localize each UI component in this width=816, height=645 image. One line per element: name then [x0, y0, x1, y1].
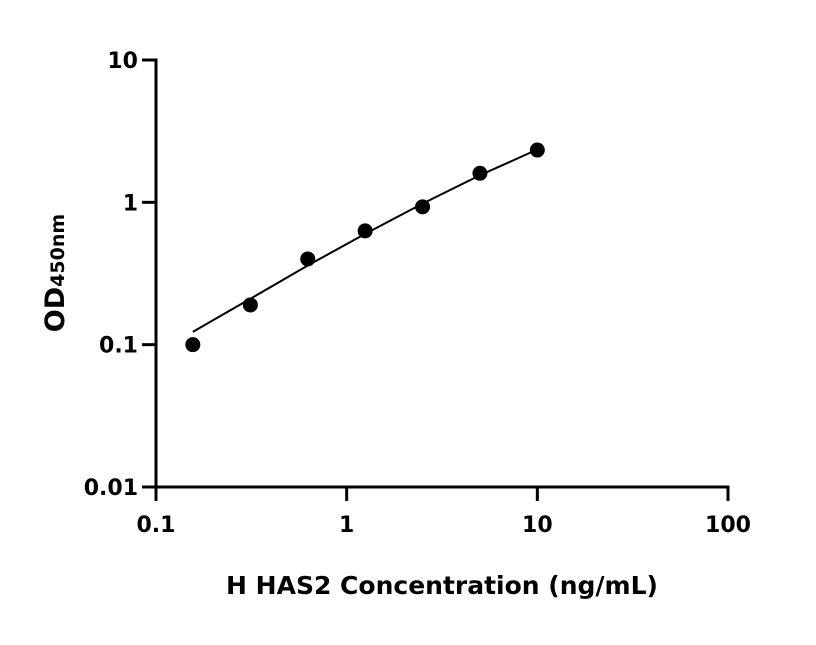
- x-axis-label: H HAS2 Concentration (ng/mL): [226, 571, 658, 600]
- x-tick-label: 100: [705, 513, 751, 538]
- y-axis-label-sub: 450nm: [47, 214, 69, 287]
- y-tick-label: 0.1: [99, 334, 138, 359]
- data-point: [185, 337, 201, 353]
- y-tick-label: 10: [107, 49, 138, 74]
- y-axis-label-main: OD: [40, 287, 71, 332]
- x-tick-label: 1: [339, 513, 354, 538]
- y-tick-label: 0.01: [84, 476, 138, 501]
- x-tick-label: 10: [522, 513, 553, 538]
- x-tick-label: 0.1: [137, 513, 176, 538]
- y-axis-label: OD450nm: [40, 214, 71, 332]
- data-point: [300, 251, 316, 267]
- data-point: [529, 142, 545, 158]
- data-point: [415, 199, 431, 215]
- y-tick-label: 1: [123, 191, 138, 216]
- data-point: [242, 297, 258, 313]
- data-point: [357, 223, 373, 239]
- data-point: [472, 165, 488, 181]
